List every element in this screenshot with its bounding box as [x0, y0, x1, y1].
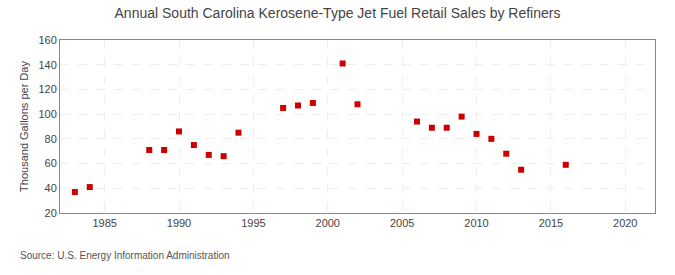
- svg-text:2000: 2000: [316, 217, 340, 229]
- svg-text:Annual South Carolina Kerosene: Annual South Carolina Kerosene-Type Jet …: [115, 5, 561, 21]
- svg-text:60: 60: [45, 157, 57, 169]
- svg-text:80: 80: [45, 133, 57, 145]
- svg-text:2015: 2015: [539, 217, 563, 229]
- svg-text:100: 100: [38, 108, 56, 120]
- svg-text:2010: 2010: [464, 217, 488, 229]
- svg-text:40: 40: [45, 182, 57, 194]
- svg-text:Source: U.S. Energy Informatio: Source: U.S. Energy Information Administ…: [20, 250, 230, 261]
- svg-text:Thousand Gallons per Day: Thousand Gallons per Day: [18, 61, 30, 192]
- svg-text:2005: 2005: [390, 217, 414, 229]
- svg-text:20: 20: [45, 207, 57, 219]
- svg-text:120: 120: [38, 83, 56, 95]
- svg-text:2020: 2020: [613, 217, 637, 229]
- svg-text:1990: 1990: [167, 217, 191, 229]
- svg-text:1985: 1985: [92, 217, 116, 229]
- svg-text:140: 140: [38, 59, 56, 71]
- svg-text:160: 160: [38, 34, 56, 46]
- svg-text:1995: 1995: [241, 217, 265, 229]
